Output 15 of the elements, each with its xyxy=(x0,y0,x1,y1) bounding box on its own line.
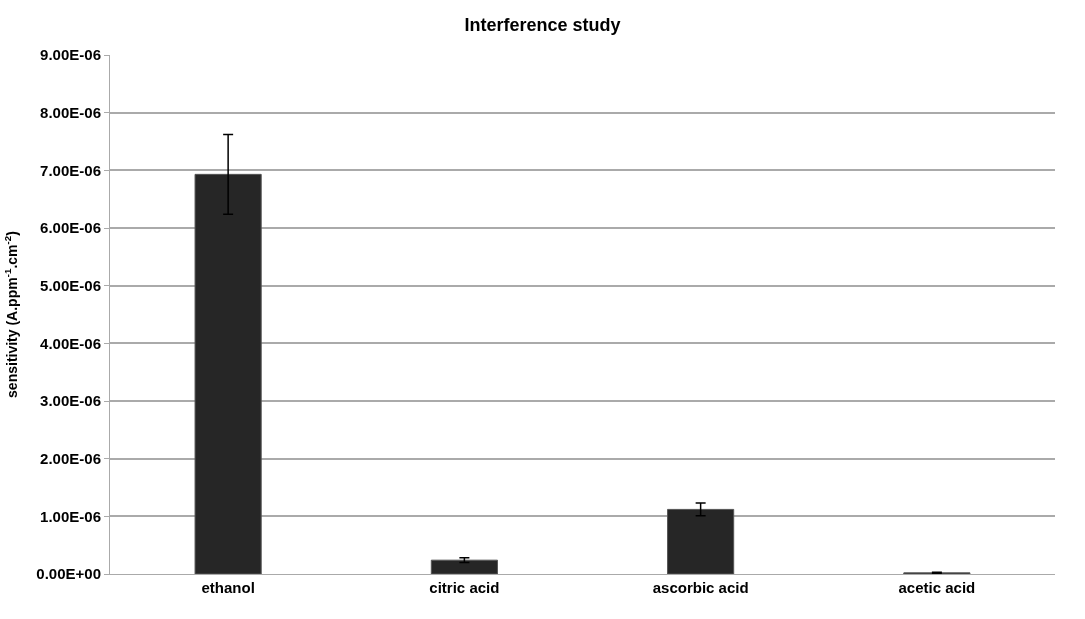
x-tick-label: ethanol xyxy=(201,579,255,596)
y-tick-label: 6.00E-06 xyxy=(40,219,101,237)
y-tick-label: 5.00E-06 xyxy=(40,276,101,294)
chart-title: Interference study xyxy=(464,15,621,36)
y-tick-label: 3.00E-06 xyxy=(40,392,101,410)
y-tick-label: 1.00E-06 xyxy=(40,507,101,525)
x-tick-label: ascorbic acid xyxy=(652,579,749,596)
y-tick-label: 9.00E-06 xyxy=(40,46,101,64)
y-tick-label: 8.00E-06 xyxy=(40,103,101,121)
x-tick-label: acetic acid xyxy=(898,579,976,596)
y-tick-label: 7.00E-06 xyxy=(40,161,101,179)
y-tick-label: 4.00E-06 xyxy=(40,334,101,352)
y-tick-label: 2.00E-06 xyxy=(40,449,101,467)
x-tick-label: citric acid xyxy=(429,579,500,596)
y-tick-label: 0.00E+00 xyxy=(36,565,101,583)
